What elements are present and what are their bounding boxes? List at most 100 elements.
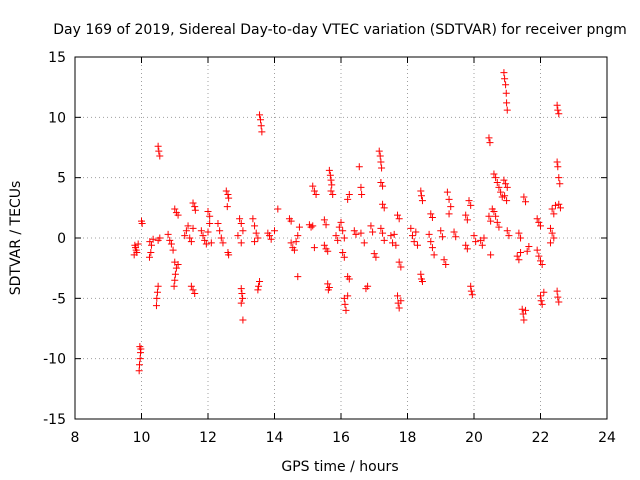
data-point [553,101,561,109]
data-point [189,199,197,207]
data-point [548,205,556,213]
data-point [154,142,162,150]
data-point [216,227,224,235]
data-point [344,195,352,203]
data-point [207,239,215,247]
data-point [425,230,433,238]
data-point [171,276,179,284]
data-point [294,232,302,240]
data-point [485,212,493,220]
data-point [237,285,245,293]
data-point [342,306,350,314]
data-point [156,152,164,160]
y-tick-label: -5 [52,291,66,307]
grid-lines [75,57,607,419]
data-point [341,300,349,308]
data-point [408,232,416,240]
data-point [486,139,494,147]
data-point [328,181,336,189]
data-point [238,290,246,298]
data-point [418,277,426,285]
data-point [204,228,212,236]
data-point [239,294,247,302]
data-point [202,240,210,248]
data-point [204,207,212,215]
data-point [130,251,138,259]
data-point [556,204,564,212]
data-point [257,116,265,124]
x-tick-label: 22 [532,430,550,446]
data-point [137,345,145,353]
data-point [493,178,501,186]
data-point [149,235,157,243]
data-point [290,246,298,254]
data-point [256,277,264,285]
data-point [437,227,445,235]
data-point [134,240,142,248]
data-point [467,287,475,295]
data-point [251,238,259,246]
data-point [554,163,562,171]
x-tick-label: 12 [199,430,217,446]
data-point [554,293,562,301]
data-point [187,282,195,290]
data-point [147,241,155,249]
data-point [325,166,333,174]
data-point [379,200,387,208]
data-point [187,238,195,246]
data-point [239,227,247,235]
data-point [191,290,199,298]
data-point [442,261,450,269]
x-tick-label: 10 [133,430,151,446]
data-point [135,367,143,375]
data-point [540,288,548,296]
data-point [197,227,205,235]
data-point [329,191,337,199]
data-point [345,191,353,199]
data-point [492,212,500,220]
data-point [397,297,405,305]
data-point [255,282,263,290]
data-point [324,286,332,294]
data-point [395,258,403,266]
data-point [519,310,527,318]
data-point [256,111,264,119]
data-point [490,207,498,215]
data-point [523,247,531,255]
data-point [182,227,190,235]
data-point [480,234,488,242]
data-point [503,227,511,235]
data-point [223,203,231,211]
data-point [394,211,402,219]
data-point [307,223,315,231]
data-point [138,220,146,228]
data-point [357,183,365,191]
data-point [395,215,403,223]
data-point [538,300,546,308]
data-point [199,232,207,240]
data-point [535,218,543,226]
data-point [468,291,476,299]
data-point [556,180,564,188]
data-point [340,253,348,261]
data-point [309,222,317,230]
data-point [417,270,425,278]
data-point [378,164,386,172]
data-point [169,246,177,254]
data-point [136,361,144,369]
data-point [379,229,387,237]
data-point [287,217,295,225]
data-point [427,238,435,246]
data-point [236,215,244,223]
data-point [537,292,544,300]
data-point [189,286,197,294]
data-point [258,128,266,136]
data-point [492,174,500,182]
data-point [443,188,451,196]
data-point [515,229,523,237]
data-point [324,247,332,255]
data-point [358,191,366,199]
data-point [452,233,460,241]
chart-title: Day 169 of 2019, Sidereal Day-to-day VTE… [53,22,627,38]
data-point [320,216,328,224]
